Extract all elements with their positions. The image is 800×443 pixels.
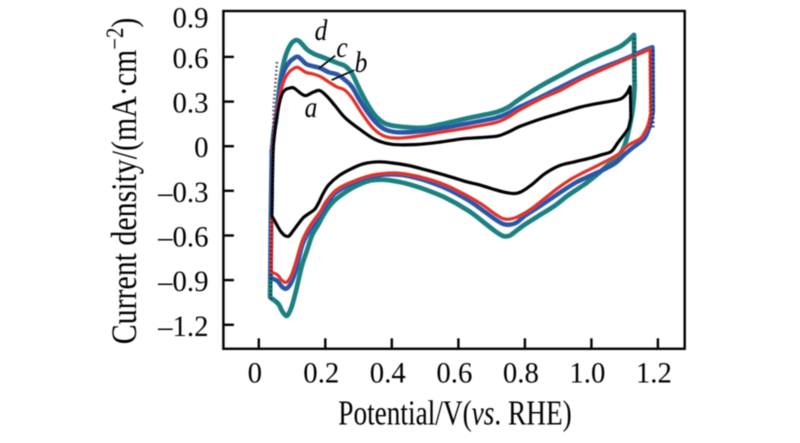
svg-text:0.4: 0.4: [370, 357, 406, 390]
svg-text:Current density/(mA·cm−2): Current density/(mA·cm−2): [101, 18, 144, 345]
svg-text:a: a: [305, 91, 318, 124]
svg-text:0: 0: [248, 357, 262, 390]
svg-text:0: 0: [194, 132, 208, 165]
svg-text:d: d: [315, 14, 328, 47]
svg-text:0.2: 0.2: [303, 357, 339, 390]
svg-text:–0.6: –0.6: [157, 221, 208, 254]
svg-text:Potential/V(vs. RHE): Potential/V(vs. RHE): [338, 393, 571, 432]
svg-text:0.6: 0.6: [436, 357, 472, 390]
svg-text:0.8: 0.8: [503, 357, 539, 390]
svg-text:b: b: [355, 46, 368, 79]
svg-text:c: c: [336, 31, 348, 64]
svg-text:1.0: 1.0: [569, 357, 605, 390]
svg-text:0.9: 0.9: [173, 2, 209, 35]
svg-text:–0.9: –0.9: [157, 266, 208, 299]
svg-text:0.3: 0.3: [173, 87, 209, 120]
svg-text:–0.3: –0.3: [157, 176, 208, 209]
svg-text:0.6: 0.6: [173, 42, 209, 75]
svg-text:1.2: 1.2: [636, 357, 672, 390]
svg-text:–1.2: –1.2: [157, 310, 208, 343]
